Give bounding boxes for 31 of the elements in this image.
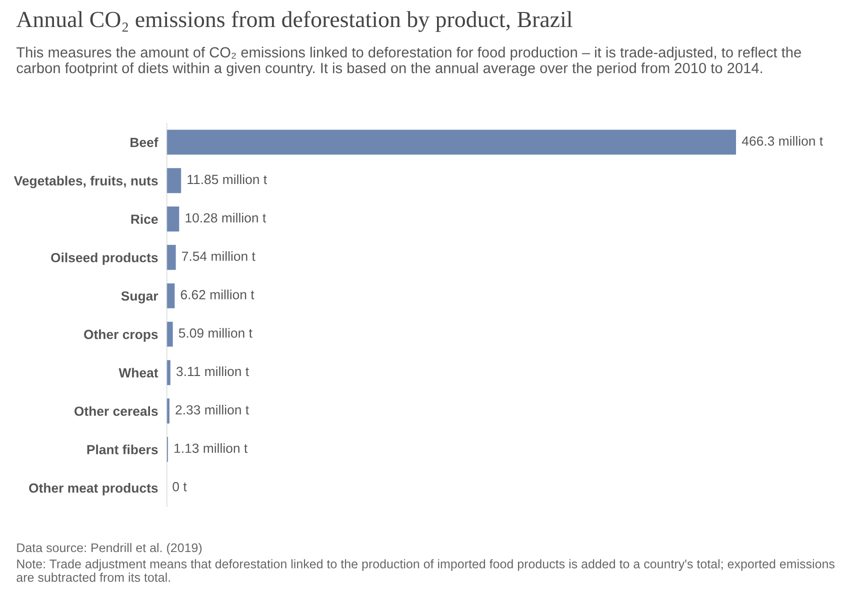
- y-tick-label: Plant fibers: [87, 444, 158, 454]
- source-note: Data source: Pendrill et al. (2019): [17, 543, 202, 555]
- y-tick-label: Other crops: [84, 329, 158, 342]
- bar: [166, 322, 173, 347]
- data-label: 1.13 million t: [174, 443, 248, 453]
- data-label: 7.54 million t: [182, 251, 256, 261]
- bar: [166, 206, 180, 232]
- y-tick-label: Wheat: [118, 368, 158, 378]
- y-tick-label: Other meat products: [29, 483, 158, 496]
- y-tick-label: Vegetables, fruits, nuts: [14, 176, 158, 188]
- text: Note: Trade adjustment means that deforestation linked to the production of imported food products is added to a country's total; exported emissions are subtracted from its total.: [16, 559, 835, 582]
- data-label: 10.28 million t: [186, 212, 266, 223]
- bar: [166, 244, 176, 270]
- bar: [166, 360, 170, 386]
- y-tick-label: Beef: [130, 137, 158, 148]
- chart-subtitle: This measures the amount of CO₂ emissions linked to deforestation for food production – it is trade-adjusted, to reflect the carbon footprint of diets within a given country. It is based on the annual average over the period from 2010 to 2014.: [16, 46, 801, 76]
- data-label: 0 t: [172, 482, 187, 492]
- data-label: 466.3 million t: [742, 136, 823, 146]
- bar: [166, 283, 175, 308]
- y-tick-label: Rice: [131, 214, 158, 224]
- data-label: 11.85 million t: [188, 174, 267, 184]
- bar: [166, 168, 182, 194]
- y-tick-label: Other cereals: [74, 406, 158, 416]
- chart-title: Annual CO₂ emissions from deforestation by product, Brazil: [16, 10, 572, 32]
- data-label: 5.09 million t: [178, 328, 252, 338]
- data-label: 3.11 million t: [176, 366, 249, 376]
- bar: [166, 130, 736, 155]
- data-label: 2.33 million t: [176, 404, 249, 415]
- data-label: 6.62 million t: [180, 290, 254, 300]
- y-tick-label: Sugar: [121, 291, 158, 304]
- y-tick-label: Oilseed products: [51, 252, 158, 265]
